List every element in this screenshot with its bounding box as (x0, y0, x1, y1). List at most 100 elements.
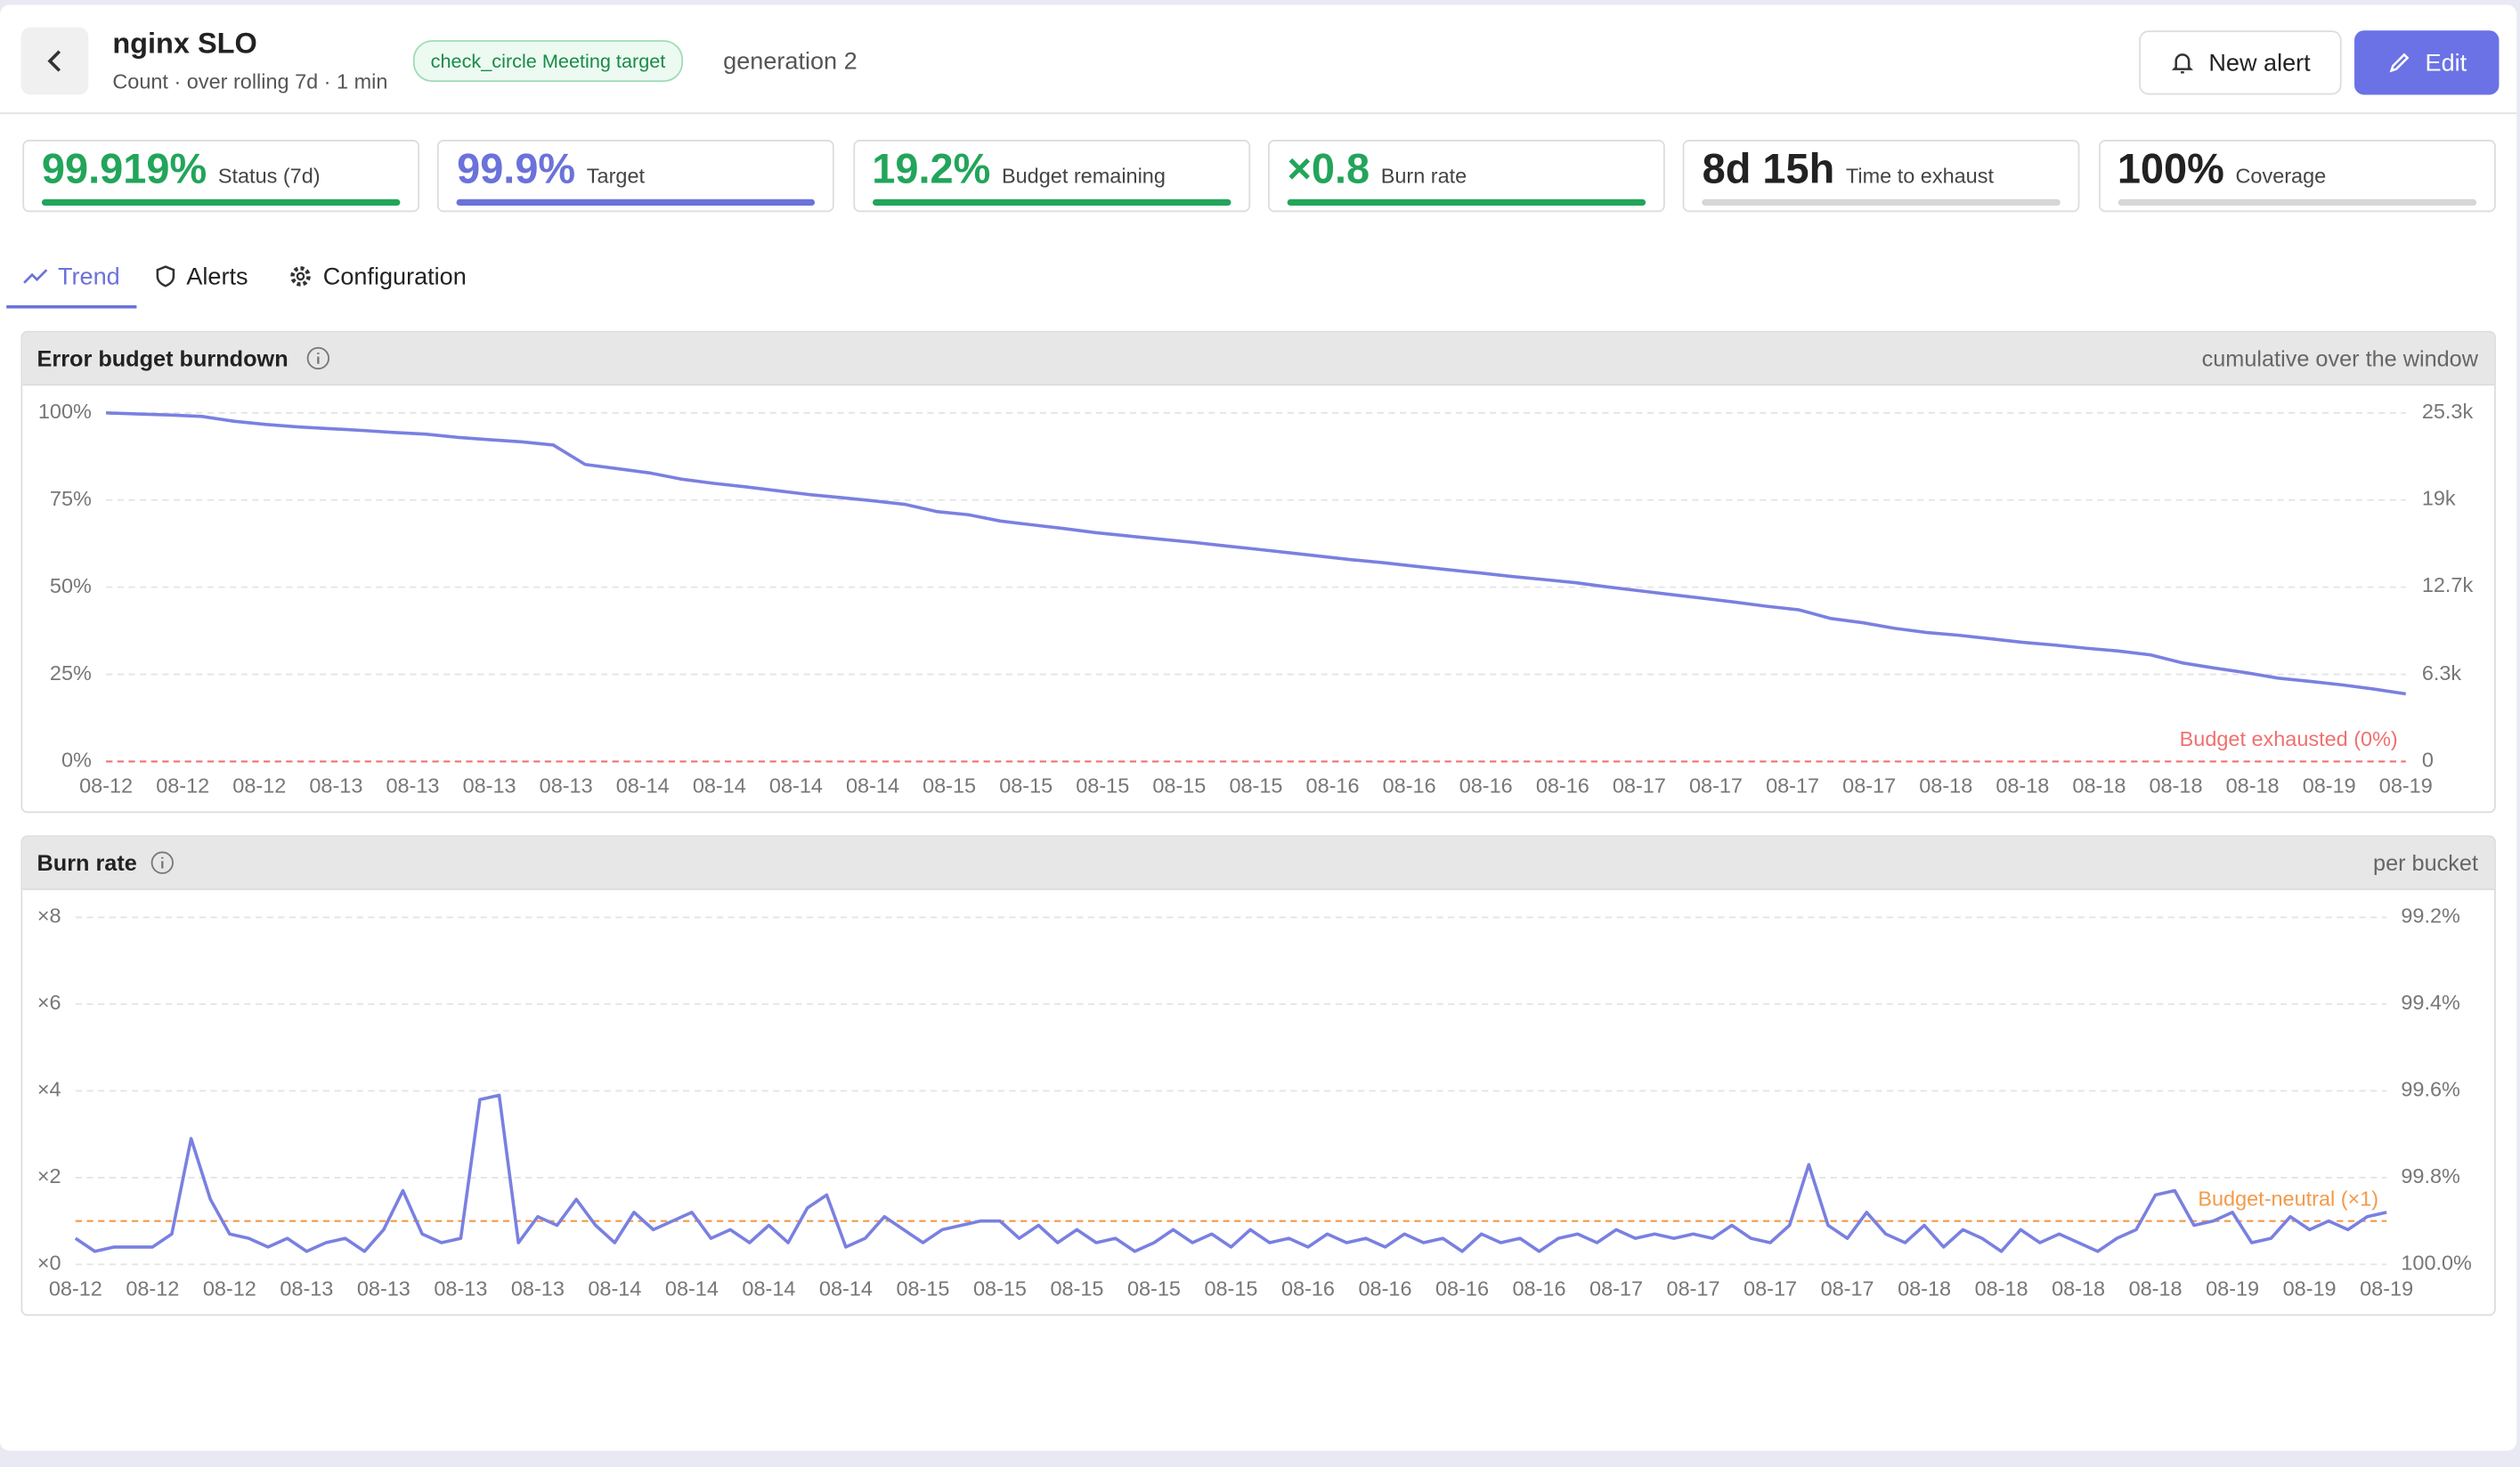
tab-label: Trend (57, 263, 120, 290)
x-tick-label: 08-15 (1204, 1277, 1257, 1300)
x-tick-label: 08-14 (616, 774, 670, 798)
x-tick-label: 08-14 (769, 774, 823, 798)
x-tick-label: 08-13 (386, 774, 439, 798)
x-tick-label: 08-17 (1766, 774, 1819, 798)
new-alert-button[interactable]: New alert (2139, 30, 2342, 95)
kpi-card: 99.9% Target (437, 140, 835, 213)
edit-button[interactable]: Edit (2354, 30, 2500, 95)
kpi-bar (41, 199, 401, 207)
x-tick-label: 08-13 (309, 774, 362, 798)
title: nginx SLO (112, 27, 257, 60)
header: nginx SLO Count · over rolling 7d · 1 mi… (0, 4, 2517, 115)
x-tick-label: 08-18 (2129, 1277, 2183, 1300)
y-tick-label: 75% (50, 487, 92, 510)
series-line (106, 411, 2407, 696)
kpi-card: 8d 15h Time to exhaust (1682, 140, 2080, 213)
kpi-number: 8d 15h (1702, 144, 1835, 193)
x-tick-label: 08-15 (1152, 774, 1206, 798)
x-tick-label: 08-16 (1383, 774, 1436, 798)
tab-underline (6, 304, 137, 309)
kpi-value: 99.919% Status (7d) (42, 144, 321, 194)
x-tick-label: 08-16 (1536, 774, 1589, 798)
tab-label: Configuration (322, 263, 467, 290)
y-tick-label: 25% (50, 661, 92, 685)
slo-page: nginx SLO Count · over rolling 7d · 1 mi… (0, 4, 2517, 1451)
x-tick-label: 08-19 (2303, 774, 2356, 798)
y2-tick-label: 99.6% (2401, 1078, 2460, 1101)
kpi-value: ×0.8 Burn rate (1287, 144, 1467, 194)
panel-subtitle: per bucket (2373, 849, 2479, 876)
x-tick-label: 08-15 (1127, 1277, 1181, 1300)
kpi-value: 19.2% Budget remaining (872, 144, 1166, 194)
x-tick-label: 08-17 (1613, 774, 1666, 798)
kpi-label: Budget remaining (1001, 164, 1166, 189)
kpi-bar (1287, 199, 1646, 207)
back-icon (47, 50, 61, 72)
x-tick-label: 08-13 (357, 1277, 411, 1300)
x-tick-label: 08-17 (1589, 1277, 1643, 1300)
burn-rate-panel: Burn rate per bucket ×0 ×2 ×4 ×6 ×8 100.0% 99.8… (20, 835, 2496, 1317)
subtitle: Count · over rolling 7d · 1 min (112, 69, 388, 93)
kpi-number: 100% (2117, 144, 2224, 193)
y2-tick-label: 25.3k (2422, 400, 2474, 423)
y-tick-label: ×6 (37, 991, 61, 1014)
x-tick-label: 08-15 (923, 774, 976, 798)
x-tick-label: 08-14 (742, 1277, 795, 1300)
panel-header: Error budget burndown cumulative over the… (22, 332, 2495, 386)
shield-icon (156, 265, 175, 288)
x-tick-label: 08-16 (1459, 774, 1513, 798)
x-tick-label: 08-17 (1821, 1277, 1874, 1300)
y-tick-label: 0% (61, 749, 92, 772)
y-tick-label: ×8 (37, 904, 61, 928)
y-tick-label: ×4 (37, 1078, 61, 1101)
x-tick-label: 08-14 (665, 1277, 719, 1300)
gear-icon (290, 266, 311, 287)
x-tick-label: 08-16 (1281, 1277, 1335, 1300)
x-tick-label: 08-12 (49, 1277, 102, 1300)
x-tick-label: 08-18 (1898, 1277, 1951, 1300)
kpi-bar (457, 199, 816, 207)
panel-header: Burn rate per bucket (22, 837, 2495, 890)
x-tick-label: 08-14 (846, 774, 899, 798)
x-tick-label: 08-19 (2206, 1277, 2259, 1300)
kpi-label: Coverage (2235, 164, 2327, 189)
tab-trend[interactable]: Trend (22, 257, 120, 296)
generation: generation 2 (723, 48, 858, 76)
x-tick-label: 08-14 (693, 774, 746, 798)
x-tick-label: 08-16 (1306, 774, 1360, 798)
y-tick-label: ×2 (37, 1164, 61, 1187)
x-tick-label: 08-17 (1689, 774, 1743, 798)
x-tick-label: 08-15 (973, 1277, 1027, 1300)
y2-tick-label: 99.2% (2401, 904, 2460, 928)
panel-title: Burn rate (37, 849, 137, 876)
info-icon (150, 851, 174, 874)
back-button[interactable] (20, 27, 89, 95)
y-tick-label: 100% (38, 400, 92, 423)
reference-label: Budget exhausted (0%) (2180, 727, 2398, 750)
x-tick-label: 08-12 (156, 774, 209, 798)
trend-icon (23, 269, 48, 284)
x-tick-label: 08-12 (126, 1277, 179, 1300)
x-tick-label: 08-12 (203, 1277, 256, 1300)
kpi-number: ×0.8 (1287, 144, 1370, 193)
x-tick-label: 08-13 (280, 1277, 333, 1300)
kpi-number: 99.919% (41, 144, 207, 193)
tab-configuration[interactable]: Configuration (288, 257, 467, 296)
x-tick-label: 08-17 (1842, 774, 1896, 798)
x-tick-label: 08-13 (511, 1277, 565, 1300)
x-tick-label: 08-13 (463, 774, 516, 798)
kpi-number: 99.9% (457, 144, 576, 193)
status-badge: check_circle Meeting target (412, 40, 684, 83)
tab-label: Alerts (186, 263, 248, 290)
chart: 0% 25% 50% 75% 100% 0 6.3k 12.7k 19k 25.3k 08-12 08… (38, 400, 2474, 798)
chart: ×0 ×2 ×4 ×6 ×8 100.0% 99.8% 99.6% 99.4% 99.2% 08-1… (37, 904, 2472, 1301)
x-tick-label: 08-19 (2379, 774, 2433, 798)
burndown-panel: Error budget burndown cumulative over the… (20, 330, 2496, 814)
kpi-bar (2117, 199, 2476, 207)
y-tick-label: ×0 (37, 1252, 61, 1275)
x-tick-label: 08-13 (540, 774, 593, 798)
tab-alerts[interactable]: Alerts (154, 257, 248, 296)
x-tick-label: 08-18 (2226, 774, 2280, 798)
kpi-number: 19.2% (872, 144, 991, 193)
x-tick-label: 08-15 (999, 774, 1053, 798)
